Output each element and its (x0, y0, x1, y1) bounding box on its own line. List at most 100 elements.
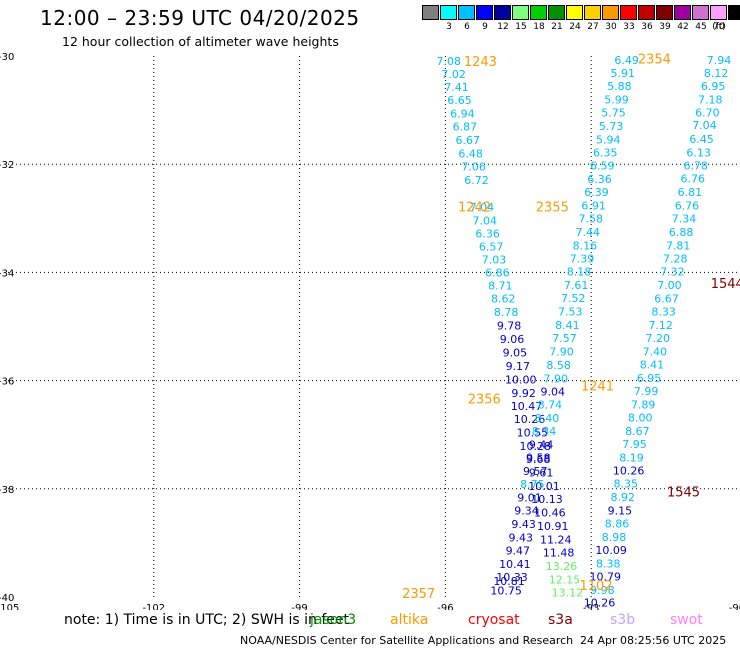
swh-label: 10.91 (537, 520, 569, 533)
swh-label: 7.89 (631, 398, 656, 411)
lon-tick-label: -90 (729, 603, 740, 610)
swh-label: 9.61 (529, 467, 554, 480)
swh-label: 6.70 (695, 106, 720, 119)
swh-label: 6.57 (479, 240, 504, 253)
page-subtitle: 12 hour collection of altimeter wave hei… (62, 34, 339, 49)
legend-bin-label: 24 (569, 22, 581, 32)
legend-bin-label: 15 (515, 22, 527, 32)
legend-bin-label: 30 (605, 22, 617, 32)
swh-label: 8.62 (491, 292, 516, 305)
swh-label: 7.02 (441, 68, 466, 81)
swh-label: 7.94 (707, 54, 732, 67)
legend-swatch (512, 5, 529, 20)
swh-label: 6.36 (475, 227, 500, 240)
legend-bin-label: 42 (677, 22, 689, 32)
swh-label: 9.78 (497, 319, 522, 332)
pass-time-label: 1545 (667, 486, 700, 501)
swh-label: 8.19 (619, 451, 644, 464)
swh-label: 6.95 (637, 372, 662, 385)
swh-label: 7.00 (657, 279, 682, 292)
swh-label: 7.90 (543, 372, 568, 385)
swh-label: 10.00 (505, 374, 537, 387)
swh-label: 8.34 (532, 425, 557, 438)
swh-label: 10.41 (499, 558, 531, 571)
swh-label: 5.94 (596, 133, 621, 146)
legend-bin-label: 70 (713, 22, 725, 32)
swh-label: 8.86 (605, 517, 630, 530)
legend-swatch (728, 5, 740, 20)
swh-label: 9.01 (517, 491, 542, 504)
swh-label: 6.95 (701, 80, 726, 93)
legend-bin-label: 3 (446, 22, 452, 32)
pass-time-label: 1243 (464, 55, 497, 70)
swh-label: 8.78 (494, 306, 519, 319)
swh-label: 5.88 (607, 80, 632, 93)
swh-label: 7.12 (648, 319, 673, 332)
legend-swatch (674, 5, 691, 20)
swh-label: 9.34 (514, 504, 539, 517)
swh-label: 9.98 (590, 584, 615, 597)
swh-label: 6.39 (584, 186, 609, 199)
swh-label: 6.87 (453, 120, 478, 133)
swh-label: 9.47 (506, 544, 531, 557)
legend-unit: (ft) (712, 22, 726, 32)
pass-time-label: 1242 (458, 200, 491, 215)
swh-label: 9.57 (523, 465, 548, 478)
swh-label: 10.01 (528, 480, 560, 493)
swh-label: 10.46 (534, 507, 566, 520)
swh-label: 7.18 (698, 93, 723, 106)
footnote: note: 1) Time is in UTC; 2) SWH is in fe… (64, 612, 350, 628)
swh-label: 8.74 (538, 398, 563, 411)
swh-label: 10.81 (493, 575, 525, 588)
swh-label: 7.08 (437, 55, 462, 68)
swh-label: 8.38 (596, 557, 621, 570)
swh-label: 6.35 (593, 146, 618, 159)
swh-label: 7.28 (663, 252, 688, 265)
swh-label: 9.92 (511, 387, 536, 400)
swh-label: 10.79 (590, 570, 622, 583)
satellite-legend-item: jason3 (310, 612, 357, 628)
page-title: 12:00 – 23:59 UTC 04/20/2025 (40, 6, 360, 30)
swh-label: 6.86 (485, 266, 510, 279)
swh-label: 7.90 (549, 345, 574, 358)
swh-label: 6.72 (464, 174, 489, 187)
swh-label: 5.75 (601, 106, 626, 119)
swh-label: 7.06 (461, 160, 486, 173)
swh-label: 9.68 (526, 453, 551, 466)
swh-label: 7.03 (482, 253, 507, 266)
swh-label: 7.04 (473, 214, 498, 227)
swh-label: 7.81 (666, 239, 691, 252)
swh-label: 7.34 (672, 212, 697, 225)
wave-height-map: -30 -32 -34 -36 -38 -40-105 -102 -99 -96 -93 -90 7… (0, 52, 740, 610)
legend-swatch (422, 5, 439, 20)
swh-label: 8.33 (651, 305, 676, 318)
legend-swatch (476, 5, 493, 20)
swh-label: 6.67 (654, 292, 679, 305)
lon-tick-label: -93 (583, 603, 599, 610)
swh-label: 7.99 (634, 385, 659, 398)
swh-label: 7.53 (558, 305, 583, 318)
lat-tick-label: -36 (0, 377, 14, 388)
lat-tick-label: -40 (0, 593, 14, 604)
legend-bin-label: 21 (551, 22, 563, 32)
swh-label: 10.13 (531, 493, 563, 506)
legend-swatch (458, 5, 475, 20)
swh-label: 6.67 (456, 134, 481, 147)
pass-time-label: 2355 (536, 200, 569, 215)
swh-label: 10.28 (520, 440, 552, 453)
swh-label: 9.43 (511, 518, 536, 531)
swh-label: 5.73 (599, 120, 624, 133)
swh-label: 7.32 (660, 265, 685, 278)
pass-time-label: 1544 (711, 277, 740, 292)
swh-label: 10.26 (584, 596, 616, 609)
lon-tick-label: -96 (437, 603, 453, 610)
legend-bin-label: 39 (659, 22, 671, 32)
pass-time-labels: 1243 2354 1242 2355 1544 1241 2356 1545 1102 2357… (402, 53, 740, 603)
swh-label: 8.16 (573, 239, 598, 252)
lat-tick-label: -30 (0, 52, 14, 63)
swh-label: 10.47 (511, 400, 543, 413)
swh-label: 9.60 (584, 609, 609, 610)
legend-swatch (584, 5, 601, 20)
swh-label: 7.61 (564, 279, 589, 292)
swh-label: 9.04 (541, 385, 566, 398)
